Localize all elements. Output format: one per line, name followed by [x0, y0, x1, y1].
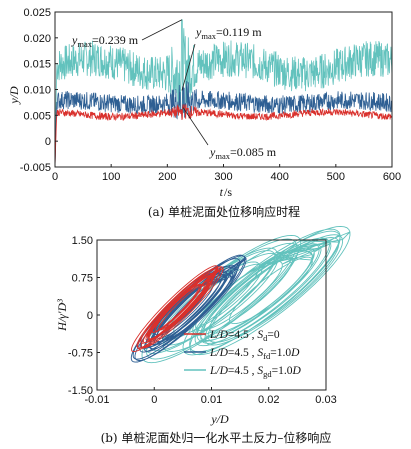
chart-a-ylabel: y/D — [7, 86, 21, 105]
chart-a-ytick-label: 0.005 — [23, 110, 51, 122]
chart-a-series-line-0 — [54, 19, 393, 168]
chart-b-series-loop-1 — [130, 254, 247, 363]
chart-a-annotation-leader — [182, 107, 209, 146]
chart-a-annotation-label: ymax=0.119 m — [195, 25, 262, 41]
chart-b-ytick-label: -0.75 — [68, 348, 93, 360]
chart-b-xtick-label: 0.01 — [201, 394, 222, 406]
chart-b-xtick-label: 0 — [151, 394, 157, 406]
chart-a-xtick-label: 0 — [52, 171, 58, 183]
chart-b-ticks: -0.01 0 0.01 0.02 0.03 1.50 0.75 0 -0.75 -1.50 — [68, 235, 337, 406]
chart-a-ytick-label: 0.020 — [23, 33, 51, 45]
chart-b-legend: L/D=4.5 , Sd=0 L/D=4.5 , Sfd=1.0D L/D=4.5 … — [184, 329, 302, 379]
chart-b-xtick-label: 0.02 — [258, 394, 279, 406]
chart-a-xlabel: t — [220, 185, 224, 199]
chart-b-ytick-label: 0.75 — [72, 273, 93, 285]
chart-b-ylabel: H/γ′D³ — [55, 299, 69, 332]
chart-a-ticks: 0 100 200 300 400 500 600-0.00500.0050.0100.01… — [20, 7, 401, 183]
chart-b-ytick-label: 1.50 — [72, 235, 93, 247]
chart-a-ytick-label: 0 — [45, 136, 51, 148]
chart-a-series-line-1 — [54, 80, 393, 168]
chart-a-ytick-label: 0.015 — [23, 59, 51, 71]
chart-b: -0.01 0 0.01 0.02 0.03 1.50 0.75 0 -0.75 -1.50 H/… — [55, 225, 351, 445]
chart-b-legend-label: L/D=4.5 , Sgd=1.0D — [209, 365, 302, 379]
chart-b-xtick-label: 0.03 — [315, 394, 336, 406]
chart-b-ytick-label: -1.50 — [68, 385, 93, 397]
chart-a-xtick-label: 600 — [383, 171, 401, 183]
chart-a-series-group — [54, 19, 393, 168]
chart-a-xtick-label: 200 — [158, 171, 176, 183]
chart-b-xtick-label: -0.01 — [84, 394, 109, 406]
chart-a-ytick-label: 0.025 — [23, 7, 51, 19]
chart-a: 0 100 200 300 400 500 600-0.00500.0050.0100.01… — [7, 7, 401, 219]
chart-a-annotation-leader — [181, 43, 196, 91]
chart-a-ytick-label: 0.010 — [23, 85, 51, 97]
chart-a-xtick-label: 100 — [102, 171, 120, 183]
chart-b-series-loop-0 — [131, 265, 224, 353]
chart-a-xtick-label: 300 — [214, 171, 232, 183]
chart-a-ytick-label: -0.005 — [20, 162, 51, 174]
chart-a-annotations: ymax=0.239 m ymax=0.119 m ymax=0.085 m — [71, 19, 277, 161]
chart-b-series-loop-2 — [141, 225, 351, 364]
chart-a-xtick-label: 400 — [270, 171, 288, 183]
chart-b-series-group — [130, 225, 351, 364]
chart-b-xlabel: y/D — [210, 412, 229, 426]
chart-b-legend-label: L/D=4.5 , Sfd=1.0D — [209, 347, 300, 361]
chart-a-annotation-leader — [141, 19, 183, 41]
chart-b-ytick-label: 0 — [87, 310, 93, 322]
chart-b-legend-label: L/D=4.5 , Sd=0 — [209, 329, 280, 343]
chart-a-xtick-label: 500 — [327, 171, 345, 183]
chart-a-xlabel-unit: /s — [224, 185, 232, 199]
chart-a-annotation-label: ymax=0.239 m — [71, 33, 139, 49]
chart-b-caption: (b) 单桩泥面处归一化水平土反力–位移响应 — [101, 430, 332, 445]
chart-a-series-line-2 — [54, 104, 393, 168]
chart-a-annotation-label: ymax=0.085 m — [209, 145, 277, 161]
chart-a-caption: (a) 单桩泥面处位移响应时程 — [148, 204, 300, 219]
